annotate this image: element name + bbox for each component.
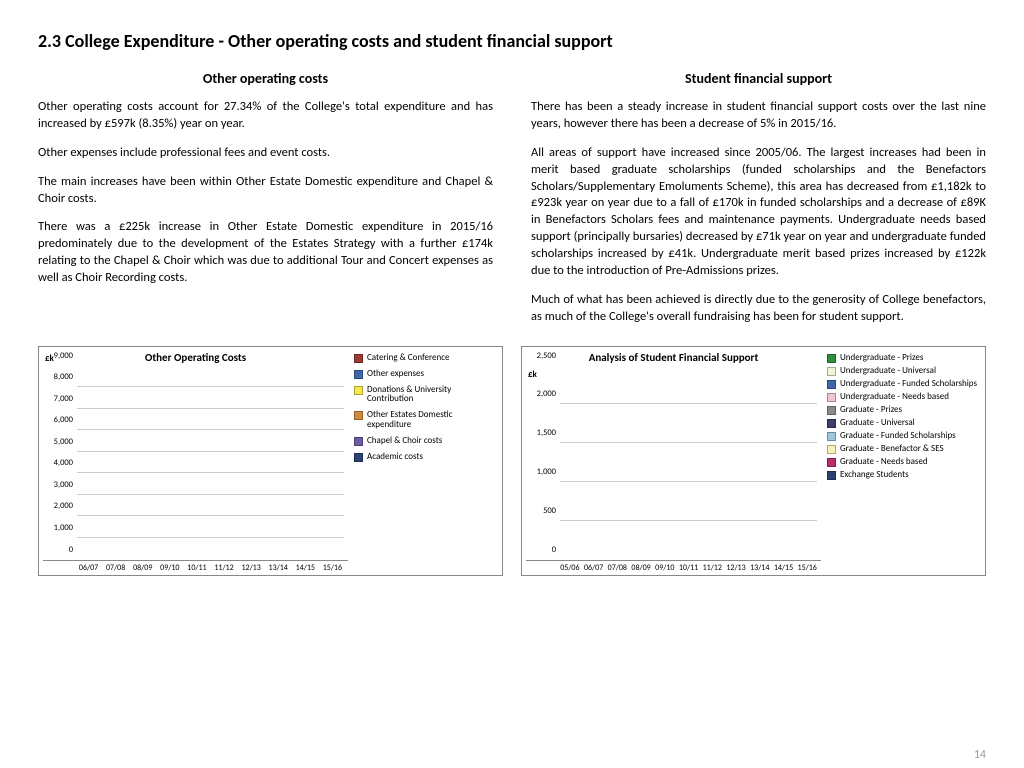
x-tick: 09/10 <box>655 563 675 573</box>
paragraph: Other operating costs account for 27.34%… <box>38 99 493 133</box>
paragraph: The main increases have been within Othe… <box>38 174 493 208</box>
paragraph: Much of what has been achieved is direct… <box>531 292 986 326</box>
y-tick: 0 <box>43 545 73 555</box>
legend-item: Undergraduate - Needs based <box>827 392 979 402</box>
legend-item: Catering & Conference <box>354 353 496 363</box>
y-tick: 1,000 <box>526 467 556 477</box>
x-tick: 11/12 <box>702 563 722 573</box>
charts-row: £k Other Operating Costs 01,0002,0003,00… <box>38 346 986 576</box>
page-number: 14 <box>974 748 986 762</box>
legend-item: Other expenses <box>354 369 496 379</box>
x-tick: 05/06 <box>560 563 580 573</box>
y-tick: 2,000 <box>526 389 556 399</box>
left-subtitle: Other operating costs <box>38 70 493 87</box>
x-tick: 07/08 <box>607 563 627 573</box>
chart2-legend: Undergraduate - Prizes Undergraduate - Un… <box>821 351 981 573</box>
legend-item: Exchange Students <box>827 470 979 480</box>
x-tick: 08/09 <box>631 563 651 573</box>
legend-item: Undergraduate - Prizes <box>827 353 979 363</box>
y-tick: 9,000 <box>43 351 73 361</box>
paragraph: Other expenses include professional fees… <box>38 145 493 162</box>
x-tick: 14/15 <box>294 563 317 573</box>
y-tick: 5,000 <box>43 437 73 447</box>
y-tick: 500 <box>526 506 556 516</box>
legend-item: Other Estates Domestic expenditure <box>354 410 496 430</box>
x-tick: 14/15 <box>774 563 794 573</box>
chart1-title: Other Operating Costs <box>43 351 348 364</box>
x-tick: 11/12 <box>212 563 235 573</box>
y-tick: 6,000 <box>43 415 73 425</box>
legend-item: Graduate - Needs based <box>827 457 979 467</box>
x-tick: 08/09 <box>131 563 154 573</box>
x-tick: 06/07 <box>77 563 100 573</box>
left-column: Other operating costs Other operating co… <box>38 70 493 338</box>
page-title: 2.3 College Expenditure - Other operatin… <box>38 30 986 52</box>
paragraph: There has been a steady increase in stud… <box>531 99 986 133</box>
x-tick: 09/10 <box>158 563 181 573</box>
y-tick: 2,500 <box>526 351 556 361</box>
x-tick: 15/16 <box>321 563 344 573</box>
x-tick: 06/07 <box>584 563 604 573</box>
legend-item: Graduate - Universal <box>827 418 979 428</box>
legend-item: Graduate - Benefactor & SES <box>827 444 979 454</box>
x-tick: 12/13 <box>240 563 263 573</box>
y-tick: 1,500 <box>526 428 556 438</box>
legend-item: Undergraduate - Universal <box>827 366 979 376</box>
x-tick: 13/14 <box>267 563 290 573</box>
y-tick: 1,000 <box>43 523 73 533</box>
x-tick: 12/13 <box>726 563 746 573</box>
right-subtitle: Student financial support <box>531 70 986 87</box>
legend-item: Donations & University Contribution <box>354 385 496 405</box>
chart2-title: Analysis of Student Financial Support <box>526 351 821 364</box>
legend-item: Chapel & Choir costs <box>354 436 496 446</box>
legend-item: Undergraduate - Funded Scholarships <box>827 379 979 389</box>
y-tick: 0 <box>526 545 556 555</box>
right-column: Student financial support There has been… <box>531 70 986 338</box>
x-tick: 13/14 <box>750 563 770 573</box>
y-tick: 3,000 <box>43 480 73 490</box>
chart-student-support: Analysis of Student Financial Support £k… <box>521 346 986 576</box>
paragraph: There was a £225k increase in Other Esta… <box>38 219 493 287</box>
legend-item: Graduate - Prizes <box>827 405 979 415</box>
chart1-legend: Catering & Conference Other expenses Donat… <box>348 351 498 573</box>
legend-item: Graduate - Funded Scholarships <box>827 431 979 441</box>
x-tick: 15/16 <box>797 563 817 573</box>
chart-other-operating: £k Other Operating Costs 01,0002,0003,00… <box>38 346 503 576</box>
text-columns: Other operating costs Other operating co… <box>38 70 986 338</box>
x-tick: 10/11 <box>185 563 208 573</box>
x-tick: 07/08 <box>104 563 127 573</box>
y-tick: 8,000 <box>43 372 73 382</box>
y-tick: 7,000 <box>43 394 73 404</box>
paragraph: All areas of support have increased sinc… <box>531 145 986 280</box>
y-tick: 4,000 <box>43 458 73 468</box>
x-tick: 10/11 <box>679 563 699 573</box>
legend-item: Academic costs <box>354 452 496 462</box>
y-tick: 2,000 <box>43 501 73 511</box>
